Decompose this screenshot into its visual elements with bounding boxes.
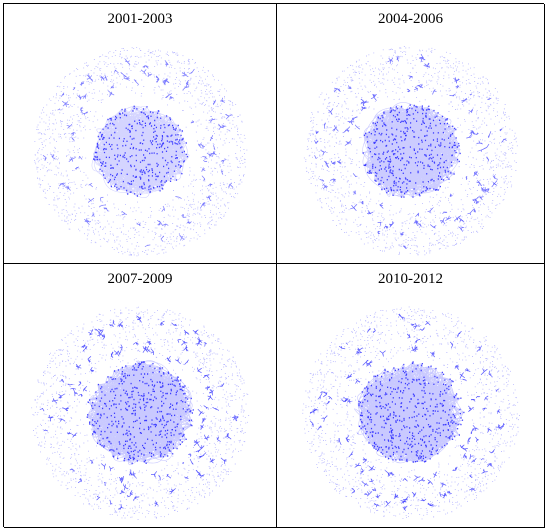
panel-2007-2009: 2007-2009 bbox=[4, 264, 277, 528]
panel-title: 2004-2006 bbox=[378, 11, 443, 27]
network-graph bbox=[31, 306, 250, 520]
peripheral-clusters bbox=[39, 315, 239, 511]
peripheral-nodes bbox=[303, 46, 518, 256]
peripheral-clusters bbox=[309, 313, 505, 511]
network-graph bbox=[302, 306, 520, 520]
peripheral-nodes bbox=[34, 47, 248, 257]
panel-2001-2003: 2001-2003 bbox=[4, 4, 277, 264]
network-graph bbox=[303, 46, 518, 256]
core-edges bbox=[362, 102, 461, 198]
peripheral-nodes bbox=[302, 306, 520, 520]
panel-2010-2012: 2010-2012 bbox=[277, 264, 545, 528]
network-graph bbox=[34, 47, 248, 257]
peripheral-clusters bbox=[314, 53, 507, 249]
core-edges bbox=[91, 105, 190, 199]
core-nodes bbox=[86, 361, 194, 465]
panel-2004-2006: 2004-2006 bbox=[277, 4, 545, 264]
panel-title: 2001-2003 bbox=[107, 11, 173, 27]
core-nodes bbox=[362, 104, 461, 198]
core-edges bbox=[86, 360, 194, 466]
panel-title: 2007-2009 bbox=[107, 271, 173, 287]
core-nodes bbox=[358, 361, 465, 463]
core-edges bbox=[354, 361, 464, 464]
panel-title: 2010-2012 bbox=[378, 271, 443, 287]
network-figure-grid: 2001-2003 2004-2006 2007-2009 2010-2012 bbox=[3, 3, 545, 528]
core-nodes bbox=[93, 105, 189, 197]
peripheral-clusters bbox=[42, 58, 234, 248]
